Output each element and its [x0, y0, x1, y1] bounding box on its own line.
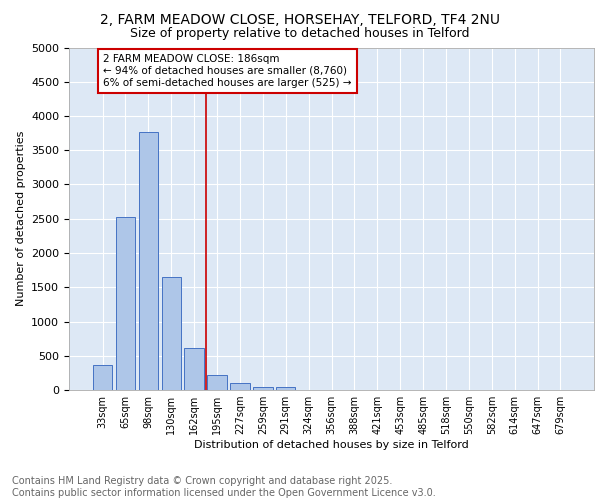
Bar — [161, 277, 181, 390]
Bar — [208, 374, 227, 390]
Text: Size of property relative to detached houses in Telford: Size of property relative to detached ho… — [130, 28, 470, 40]
Bar — [276, 387, 295, 390]
Bar — [253, 386, 272, 390]
Text: 2, FARM MEADOW CLOSE, HORSEHAY, TELFORD, TF4 2NU: 2, FARM MEADOW CLOSE, HORSEHAY, TELFORD,… — [100, 12, 500, 26]
Bar — [116, 216, 135, 390]
Y-axis label: Number of detached properties: Number of detached properties — [16, 131, 26, 306]
Bar — [184, 348, 204, 390]
Bar — [93, 364, 112, 390]
Text: 2 FARM MEADOW CLOSE: 186sqm
← 94% of detached houses are smaller (8,760)
6% of s: 2 FARM MEADOW CLOSE: 186sqm ← 94% of det… — [103, 54, 352, 88]
Bar — [139, 132, 158, 390]
Text: Contains HM Land Registry data © Crown copyright and database right 2025.
Contai: Contains HM Land Registry data © Crown c… — [12, 476, 436, 498]
X-axis label: Distribution of detached houses by size in Telford: Distribution of detached houses by size … — [194, 440, 469, 450]
Bar — [230, 383, 250, 390]
